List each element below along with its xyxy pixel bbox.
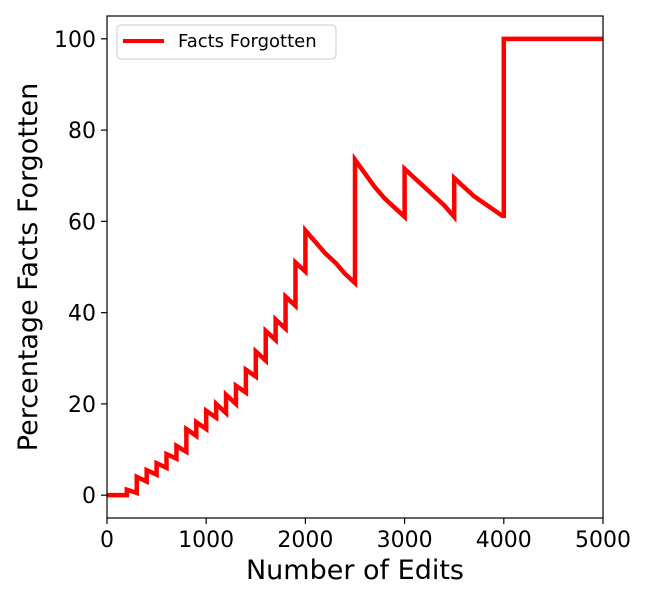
- series-line-0: [107, 36, 603, 498]
- y-axis-ticks: 0 20 40 60 80 100: [54, 28, 107, 509]
- legend: Facts Forgotten: [116, 24, 337, 60]
- x-tick-label: 0: [100, 528, 114, 553]
- y-tick-label: 40: [68, 302, 96, 327]
- x-tick-label: 5000: [575, 528, 631, 553]
- y-tick-label: 100: [54, 28, 96, 53]
- legend-label-facts-forgotten: Facts Forgotten: [178, 31, 317, 52]
- y-axis-label: Percentage Facts Forgotten: [13, 83, 44, 451]
- y-tick-label: 80: [68, 119, 96, 144]
- data-layer: [107, 36, 603, 498]
- y-tick-label: 0: [82, 484, 96, 509]
- x-tick-label: 3000: [377, 528, 433, 553]
- y-tick-label: 60: [68, 210, 96, 235]
- x-axis-label: Number of Edits: [246, 555, 464, 586]
- x-axis-ticks: 0 1000 2000 3000 4000 5000: [100, 518, 631, 553]
- plot-frame: [106, 15, 604, 519]
- x-tick-label: 2000: [277, 528, 333, 553]
- legend-box: [116, 24, 337, 60]
- x-tick-label: 1000: [178, 528, 234, 553]
- x-tick-label: 4000: [476, 528, 532, 553]
- y-tick-label: 20: [68, 393, 96, 418]
